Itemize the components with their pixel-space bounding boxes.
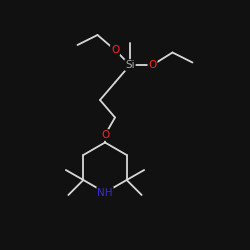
Text: NH: NH: [97, 188, 113, 198]
Text: O: O: [148, 60, 156, 70]
Text: O: O: [111, 45, 119, 55]
Text: Si: Si: [125, 60, 135, 70]
Text: O: O: [101, 130, 109, 140]
